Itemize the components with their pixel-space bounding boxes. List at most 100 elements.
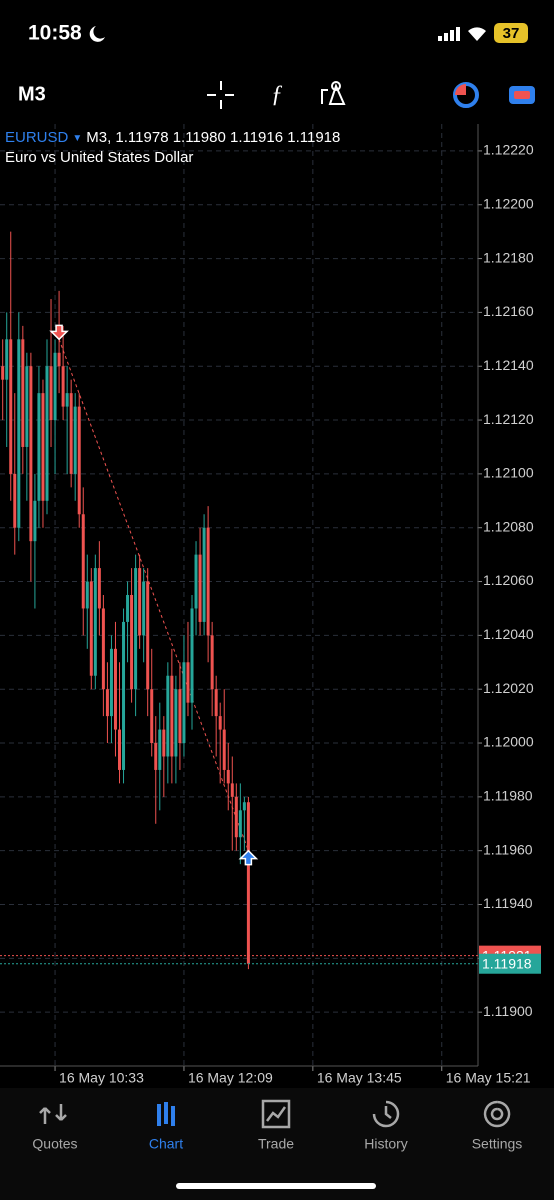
tab-icon — [157, 1102, 175, 1126]
tab-icon — [372, 1100, 400, 1128]
tab-label: Trade — [258, 1136, 294, 1152]
candle-body — [21, 339, 25, 447]
candle-body — [214, 689, 218, 717]
tab-bar — [0, 1088, 554, 1200]
candle-body — [57, 352, 61, 367]
tab[interactable]: History — [364, 1100, 408, 1152]
candle-body — [170, 675, 174, 757]
candle-body — [122, 621, 126, 770]
trade-button[interactable] — [509, 86, 535, 104]
candle-body — [138, 568, 142, 636]
clock: 10:58 — [28, 22, 82, 45]
candle-body — [190, 608, 194, 703]
y-tick-label: 1.11980 — [483, 788, 533, 804]
candle-body — [218, 716, 222, 730]
trade-connector — [58, 339, 249, 851]
tab-icon — [483, 1100, 511, 1128]
candle-body — [85, 581, 89, 609]
candle-body — [186, 662, 190, 703]
candle-body — [81, 514, 85, 609]
candle-body — [93, 568, 97, 676]
tab-label: Quotes — [32, 1136, 77, 1152]
tab-icon — [261, 1099, 291, 1129]
tab[interactable]: Chart — [149, 1102, 183, 1152]
candle-body — [178, 689, 182, 744]
candle-body — [198, 554, 202, 622]
candle-body — [109, 648, 113, 717]
candle-body — [89, 581, 93, 676]
candle-body — [182, 662, 186, 744]
dropdown: ▼ — [72, 133, 82, 144]
chart-description: Euro vs United States Dollar — [5, 149, 193, 166]
y-tick-label: 1.12100 — [483, 465, 534, 481]
tab-icon — [39, 1104, 67, 1124]
candle-body — [234, 796, 238, 838]
candle-body — [142, 581, 146, 636]
y-tick-label: 1.12060 — [483, 572, 534, 588]
x-tick-label: 16 May 12:09 — [188, 1070, 273, 1086]
candle-body — [65, 393, 69, 407]
tab[interactable]: Quotes — [32, 1104, 78, 1152]
timeframe-button[interactable]: M3 — [18, 83, 46, 105]
chart-header: M3, 1.11978 1.11980 1.11916 1.11918 — [86, 129, 340, 146]
y-tick-label: 1.12200 — [483, 195, 534, 211]
candle-body — [73, 406, 77, 474]
moon-icon — [89, 26, 105, 42]
candle-body — [174, 689, 178, 757]
account-button[interactable] — [453, 82, 479, 108]
trade-arrow — [238, 849, 259, 866]
indicators-button[interactable]: ƒ — [271, 82, 283, 108]
chart-symbol: EURUSD ▼ M3, 1.11978 1.11980 1.11916 1.119… — [5, 129, 340, 146]
candle-body — [230, 783, 234, 797]
tab-label: Settings — [472, 1136, 523, 1152]
y-tick-label: 1.12020 — [483, 680, 534, 696]
candle-body — [105, 689, 109, 717]
price-label: 1.11918 — [482, 955, 532, 971]
price-label-box — [479, 953, 541, 974]
y-tick-label: 1.12000 — [483, 734, 534, 750]
candle-body — [158, 729, 162, 770]
candle-body — [202, 527, 206, 622]
candle-body — [118, 729, 121, 770]
y-tick-label: 1.11900 — [483, 1003, 533, 1019]
candle-body — [53, 352, 57, 421]
objects-button[interactable] — [321, 81, 346, 105]
candle-body — [162, 729, 166, 757]
candle-body — [97, 568, 101, 609]
candle-body — [13, 473, 17, 528]
candle-body — [222, 729, 226, 770]
y-tick-label: 1.12220 — [483, 142, 534, 158]
candle-body — [226, 769, 230, 784]
tab-label: History — [364, 1136, 408, 1152]
candle-body — [206, 527, 210, 636]
candle-body — [33, 500, 37, 542]
chart: 1.12220 1.12200 1.12180 1.12160 1.12140 1.121… — [0, 124, 541, 1086]
tab[interactable]: Trade — [258, 1099, 294, 1152]
candle-body — [61, 366, 65, 407]
candle-body — [101, 608, 105, 690]
tab-label: Chart — [149, 1136, 183, 1152]
y-tick-label: 1.12120 — [483, 411, 534, 427]
signal-icon — [438, 27, 460, 41]
tab[interactable]: Settings — [472, 1100, 523, 1152]
candle-body — [150, 689, 154, 744]
candle-body — [41, 393, 45, 501]
battery-level: 37 — [503, 25, 520, 42]
candle-body — [17, 339, 21, 528]
candle-body — [210, 635, 214, 690]
candle-body — [29, 366, 33, 542]
candle-body — [77, 406, 81, 515]
candle-body — [134, 568, 138, 690]
candle-body — [194, 554, 198, 609]
home-indicator — [176, 1183, 376, 1189]
y-tick-label: 1.12040 — [483, 626, 534, 642]
trade-arrow — [49, 324, 69, 341]
candle-body — [154, 743, 158, 770]
candle-body — [49, 366, 53, 421]
y-tick-label: 1.12160 — [483, 303, 534, 319]
y-tick-label: 1.11940 — [483, 895, 533, 911]
crosshair-button[interactable] — [207, 81, 234, 109]
candle-body — [130, 595, 134, 690]
